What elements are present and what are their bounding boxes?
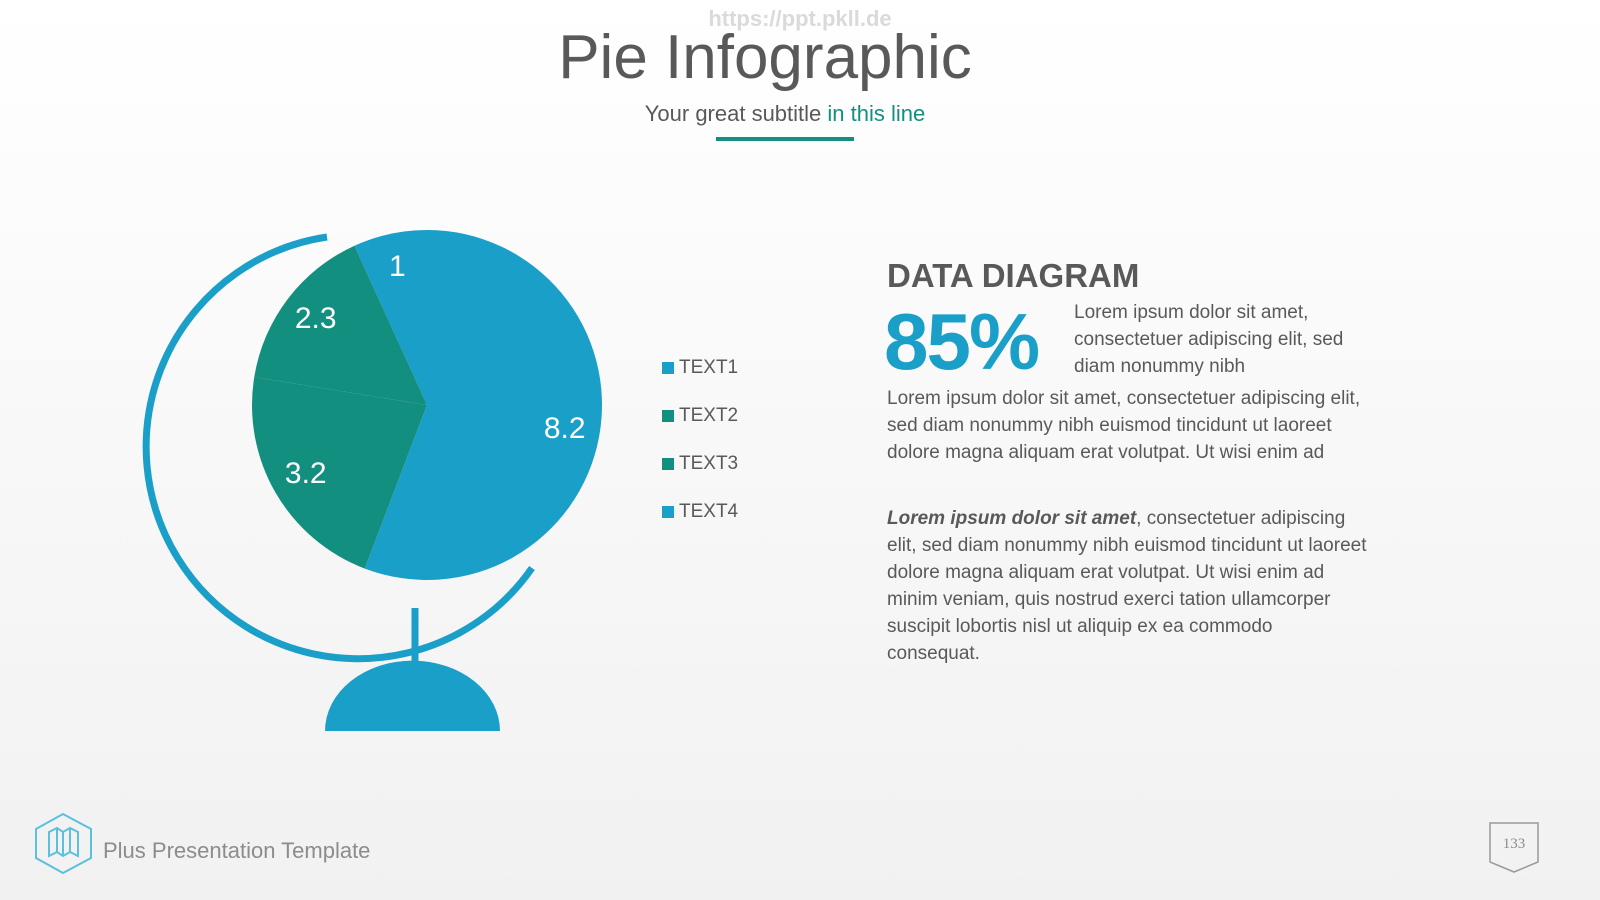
legend-label: TEXT2 <box>679 405 738 426</box>
data-label: 8.2 <box>544 412 586 445</box>
pie-chart: 1 2.3 3.2 8.2 <box>252 230 603 580</box>
data-label: 3.2 <box>285 457 327 490</box>
legend-swatch <box>662 458 674 470</box>
legend-label: TEXT3 <box>679 453 738 474</box>
intro-text: Lorem ipsum dolor sit amet, consectetuer… <box>1074 302 1344 377</box>
page-number: 133 <box>1502 836 1526 852</box>
data-label: 1 <box>389 250 406 283</box>
paragraph: Lorem ipsum dolor sit amet, consectetuer… <box>887 505 1367 667</box>
emphasis: Lorem ipsum dolor sit amet <box>887 508 1137 529</box>
watermark: https://ppt.pkll.de <box>708 6 892 31</box>
legend-label: TEXT1 <box>679 357 738 378</box>
legend-swatch <box>662 506 674 518</box>
pie-slice <box>252 377 427 569</box>
pie-slice <box>364 230 603 580</box>
paragraph-text: , consectetuer adipiscing elit, sed diam… <box>887 508 1367 664</box>
pie-slice <box>354 230 427 405</box>
title-underline <box>716 137 854 141</box>
subtitle-text: Your great subtitle <box>644 101 828 126</box>
legend: TEXT1 TEXT2 TEXT3 TEXT4 <box>662 357 739 522</box>
pie-slice <box>254 245 427 405</box>
footer-icon <box>35 812 92 875</box>
globe-base <box>325 660 500 731</box>
data-label: 2.3 <box>295 302 337 335</box>
subtitle: Your great subtitle in this line <box>0 101 1570 127</box>
footer-map-icon <box>48 826 79 858</box>
panel-heading: DATA DIAGRAM <box>887 257 1140 294</box>
paragraph: Lorem ipsum dolor sit amet, consectetuer… <box>887 388 1361 463</box>
legend-swatch <box>662 362 674 374</box>
legend-label: TEXT4 <box>679 501 739 522</box>
globe-arc <box>142 233 535 663</box>
title: Pie Infographic <box>558 23 972 92</box>
big-number: 85% <box>884 297 1040 386</box>
legend-swatch <box>662 410 674 422</box>
page-badge <box>1489 822 1539 873</box>
subtitle-highlight: in this line <box>827 101 926 126</box>
footer-text: Plus Presentation Template <box>103 838 371 863</box>
